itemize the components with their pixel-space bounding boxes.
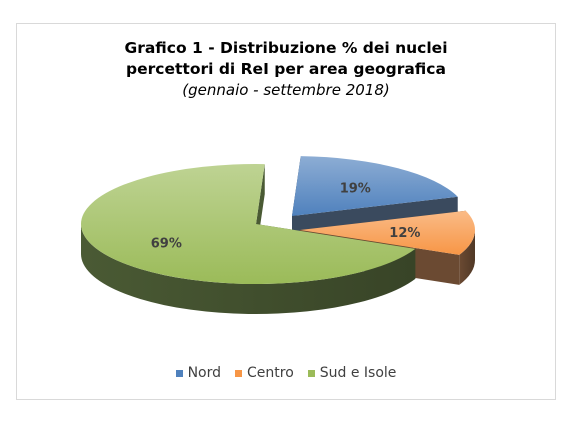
legend-swatch-nord bbox=[175, 369, 183, 377]
legend-label-centro: Centro bbox=[247, 365, 294, 381]
legend-swatch-sud-e-isole bbox=[307, 369, 315, 377]
chart-title-line-1: Grafico 1 - Distribuzione % dei nuclei bbox=[124, 39, 448, 57]
pie-wall-sud-e-isole-0 bbox=[81, 224, 416, 314]
legend-label-sud-e-isole: Sud e Isole bbox=[319, 365, 397, 381]
pie-slice-sud-e-isole: 69% bbox=[81, 164, 416, 314]
pie-top-nord bbox=[292, 156, 458, 216]
data-label-sud-e-isole: 69% bbox=[151, 237, 182, 252]
data-label-centro: 12% bbox=[389, 226, 420, 241]
chart-legend: Nord Centro Sud e Isole bbox=[17, 365, 555, 381]
pie-top-centro bbox=[300, 210, 475, 255]
legend-item-sud-e-isole: Sud e Isole bbox=[307, 365, 397, 381]
pie-wall-centro-0 bbox=[459, 230, 475, 285]
chart-subtitle: (gennaio - settembre 2018) bbox=[182, 81, 390, 99]
legend-item-nord: Nord bbox=[175, 365, 221, 381]
legend-item-centro: Centro bbox=[235, 365, 294, 381]
legend-swatch-centro bbox=[235, 369, 242, 377]
legend-label-nord: Nord bbox=[187, 365, 221, 381]
data-label-nord: 19% bbox=[340, 181, 371, 196]
pie-top-sud-e-isole bbox=[81, 164, 416, 284]
chart-frame: Grafico 1 - Distribuzione % dei nuclei p… bbox=[16, 23, 556, 400]
pie-chart: 19% 12% 69% bbox=[81, 156, 475, 314]
chart-title: Grafico 1 - Distribuzione % dei nuclei p… bbox=[17, 38, 555, 80]
chart-title-line-2: percettori di ReI per area geografica bbox=[126, 60, 446, 78]
